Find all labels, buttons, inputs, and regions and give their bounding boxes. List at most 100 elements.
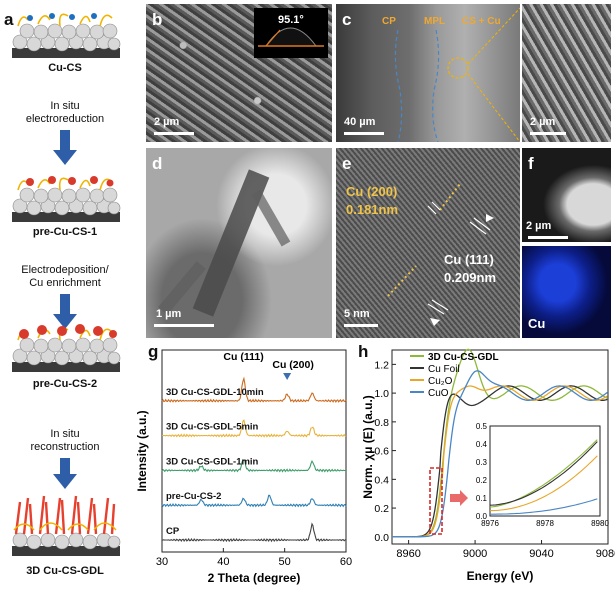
xrd-x-tick-label: 30	[156, 556, 168, 568]
xrd-series-label: 3D Cu-CS-GDL-1min	[166, 456, 259, 467]
legend-label: 3D Cu-CS-GDL	[428, 352, 499, 363]
legend-label: Cu₂O	[428, 376, 453, 387]
inset-series-line	[490, 498, 598, 515]
xrd-series-line	[161, 459, 347, 473]
xanes-x-tick-label: 9000	[463, 548, 487, 560]
panel-f-cu-map: Cu	[522, 246, 611, 338]
panel-c-zoom-image: 2 µm	[522, 4, 611, 142]
scale-bar	[154, 324, 214, 327]
nanorod-shapes	[158, 169, 291, 317]
xanes-y-tick-label: 0.4	[374, 474, 389, 486]
xanes-x-tick-label: 9040	[529, 548, 553, 560]
panel-f-letter: f	[528, 154, 534, 173]
scale-label: 1 µm	[156, 308, 182, 320]
legend-label: CuO	[428, 388, 449, 399]
xanes-y-tick-label: 1.0	[374, 388, 389, 400]
panel-f-haadf-image: f 2 µm	[522, 148, 611, 242]
inset-y-tick-label: 0.0	[476, 512, 488, 521]
stage-3d-cu-cs-gdl-illustration	[12, 495, 121, 556]
lattice-plane-200: Cu (200)	[346, 184, 398, 199]
stage-pre-cu-cs-2-illustration	[12, 324, 121, 372]
step-1-line-1: In situ	[50, 100, 80, 112]
xanes-frame	[391, 349, 609, 545]
panel-g-xrd-chart: g 3D Cu-CS-GDL-10min 3D Cu-CS-GDL-5min 3D …	[132, 342, 354, 588]
scale-label: 2 µm	[530, 116, 556, 128]
water-droplet-icon	[258, 27, 324, 47]
contact-angle-inset: 95.1°	[254, 8, 328, 58]
edge-highlight-box	[429, 467, 443, 535]
panel-d-tem-image: d 1 µm	[146, 148, 332, 338]
inset-pointer-arrow-icon	[450, 490, 468, 506]
xrd-frame	[161, 349, 347, 553]
xrd-xlabel: 2 Theta (degree)	[208, 571, 301, 585]
xrd-x-tick-label: 60	[340, 556, 352, 568]
xrd-plot: 3D Cu-CS-GDL-10min 3D Cu-CS-GDL-5min 3D Cu…	[135, 349, 352, 585]
scale-bar	[154, 132, 194, 135]
stage-cu-cs-illustration	[12, 13, 121, 58]
xanes-ylabel: Norm. χμ (E) (a.u.)	[361, 395, 375, 499]
panel-e-hrtem-image: e Cu (200) 0.181nm Cu (111) 0.209nm 5 nm	[336, 148, 520, 338]
stage-label-4: 3D Cu-CS-GDL	[26, 565, 104, 577]
xrd-x-tick-label: 40	[217, 556, 229, 568]
scale-label: 40 µm	[344, 116, 376, 128]
scale-bar	[530, 132, 566, 135]
inset-x-tick-label: 8978	[536, 519, 554, 528]
xrd-series-label: 3D Cu-CS-GDL-5min	[166, 422, 259, 433]
step-2-line-1: Electrodeposition/	[21, 264, 109, 276]
panel-b-sem-image: b 95.1° 2 µm	[146, 4, 332, 142]
xanes-y-tick-label: 0.2	[374, 503, 389, 515]
xrd-series-line	[161, 494, 347, 508]
layer-label-cp: CP	[382, 16, 396, 27]
peak-marker-icon	[283, 373, 292, 380]
scale-label: 2 µm	[526, 220, 552, 232]
lattice-spacing-200: 0.181nm	[346, 202, 399, 217]
lattice-plane-111: Cu (111)	[444, 252, 494, 267]
inset-x-tick-label: 8980	[591, 519, 609, 528]
xanes-y-tick-label: 0.6	[374, 446, 389, 458]
inset-series-line	[490, 455, 598, 512]
xanes-y-tick-label: 0.8	[374, 417, 389, 429]
xanes-x-tick-label: 8960	[396, 548, 420, 560]
xrd-series-line	[161, 522, 347, 543]
scale-label: 5 nm	[344, 308, 370, 320]
xrd-ylabel: Intensity (a.u.)	[135, 410, 149, 491]
arrow-down-icon	[53, 294, 77, 329]
stage-label-3: pre-Cu-CS-2	[32, 378, 98, 390]
xanes-series-line	[392, 370, 608, 538]
legend-label: Cu Foil	[428, 364, 460, 375]
step-3-line-2: reconstruction	[30, 441, 100, 453]
layer-label-mpl: MPL	[424, 16, 446, 27]
xrd-peak-label: Cu (111)	[223, 351, 263, 363]
panel-c-sem-image: c CP MPL CS + Cu 40 µm	[336, 4, 520, 142]
lattice-markers	[387, 183, 494, 326]
xrd-x-tick-label: 50	[279, 556, 291, 568]
element-label-cu: Cu	[528, 316, 546, 331]
xanes-xlabel: Energy (eV)	[467, 569, 534, 583]
xrd-series-line	[161, 376, 347, 403]
scale-bar	[344, 324, 378, 327]
scale-bar	[344, 132, 384, 135]
step-2-line-2: Cu enrichment	[29, 277, 101, 289]
arrow-down-icon	[53, 130, 77, 165]
xrd-series-label: pre-Cu-CS-2	[166, 491, 221, 502]
step-3-line-1: In situ	[50, 428, 80, 440]
lattice-spacing-111: 0.209nm	[444, 270, 497, 285]
xanes-y-tick-label: 1.2	[374, 359, 389, 371]
panel-b-letter: b	[152, 10, 163, 29]
stage-pre-cu-cs-1-illustration	[12, 176, 121, 222]
xrd-series-label: 3D Cu-CS-GDL-10min	[166, 387, 264, 398]
scale-label: 2 µm	[154, 116, 180, 128]
panel-d-letter: d	[152, 154, 163, 173]
layer-boundaries	[394, 7, 520, 142]
inset-y-tick-label: 0.1	[476, 494, 488, 503]
scale-bar	[528, 236, 568, 239]
contact-angle-value: 95.1°	[278, 14, 304, 26]
panel-g-letter: g	[148, 342, 159, 361]
inset-y-tick-label: 0.2	[476, 476, 488, 485]
inset-y-tick-label: 0.3	[476, 458, 488, 467]
xrd-series-label: CP	[166, 526, 180, 537]
panel-c-letter: c	[342, 10, 352, 29]
arrow-down-icon	[53, 458, 77, 489]
